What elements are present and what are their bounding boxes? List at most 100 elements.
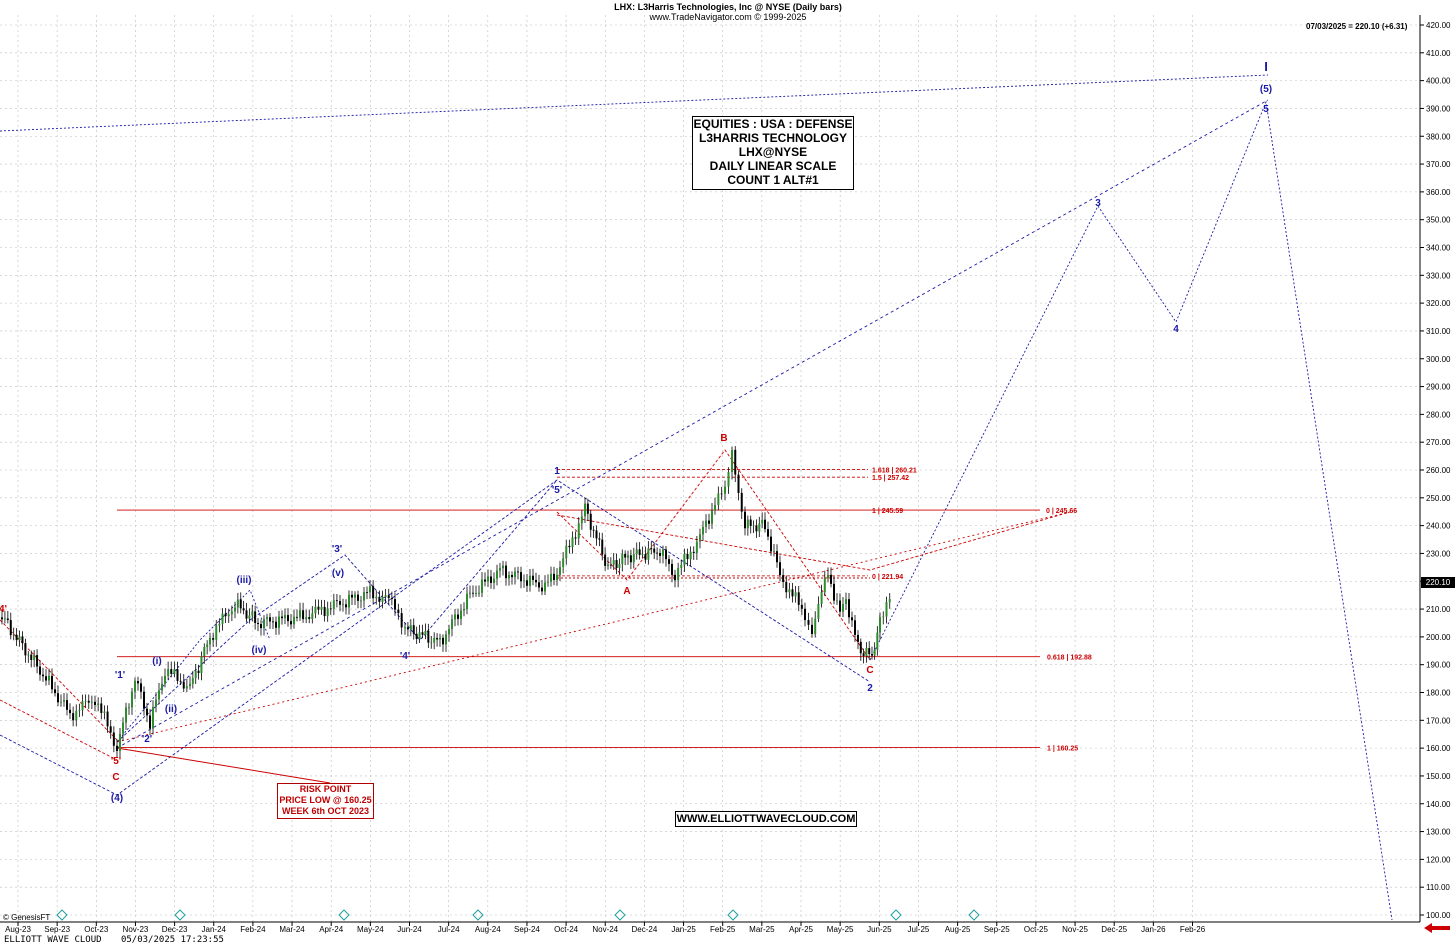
y-tick-label: 310.00	[1426, 327, 1451, 336]
price-bar-body	[797, 592, 800, 605]
price-bar-body	[360, 600, 362, 602]
price-bar-body	[577, 523, 580, 539]
risk-line: RISK POINT	[299, 784, 352, 794]
event-markers	[56, 909, 980, 921]
price-bar-body	[21, 636, 24, 644]
price-bar-body	[372, 586, 375, 599]
price-bar-body	[263, 618, 265, 629]
price-bar-body	[209, 637, 211, 645]
price-bar-body	[589, 513, 592, 530]
price-bar-body	[740, 492, 743, 512]
price-bar-body	[714, 504, 716, 511]
price-bar-body	[659, 553, 661, 556]
price-bar-body	[839, 600, 841, 612]
price-bar-body	[689, 551, 692, 560]
price-bar-body	[817, 603, 820, 619]
x-tick-label: Apr-24	[319, 925, 344, 934]
price-bar-body	[523, 580, 525, 582]
price-bar-body	[27, 654, 30, 656]
wave-label: C	[866, 665, 873, 676]
last-price-label: 07/03/2025 = 220.10 (+6.31)	[1306, 22, 1408, 31]
price-bar-body	[72, 713, 75, 721]
info-line: EQUITIES : USA : DEFENSE	[693, 117, 853, 131]
x-tick-label: Jul-25	[908, 925, 930, 934]
price-bar-body	[357, 594, 359, 601]
price-bar-body	[339, 601, 341, 605]
price-bar-body	[662, 549, 664, 556]
x-tick-label: Feb-24	[240, 925, 266, 934]
wave-label: (5)	[1260, 84, 1272, 95]
wave-label: A	[623, 586, 630, 597]
price-bar-body	[436, 638, 439, 640]
price-bar-body	[868, 648, 871, 655]
price-bar-body	[717, 493, 720, 505]
x-tick-label: Mar-25	[749, 925, 775, 934]
price-bar-body	[472, 592, 474, 594]
price-bar-body	[63, 700, 65, 702]
price-bar-body	[615, 560, 618, 568]
y-tick-label: 110.00	[1426, 883, 1450, 892]
price-bar-body	[3, 618, 6, 620]
x-tick-label: Jun-24	[397, 925, 422, 934]
price-bar-body	[119, 733, 121, 751]
price-bar-body	[871, 654, 873, 656]
price-bar-body	[859, 641, 862, 654]
price-bar-body	[541, 587, 543, 592]
y-tick-label: 290.00	[1426, 383, 1451, 392]
channel-line	[116, 99, 1269, 749]
website-label[interactable]: WWW.ELLIOTTWAVECLOUD.COM	[675, 811, 857, 827]
price-bar-body	[94, 701, 96, 705]
price-bar-body	[9, 620, 12, 636]
price-bar-body	[556, 574, 558, 580]
projection-path-line	[869, 100, 1393, 921]
fib-level-label: 1.5 | 257.42	[872, 475, 909, 482]
current-price-tag: 220.10	[1421, 577, 1455, 588]
price-bar-body	[665, 549, 667, 560]
price-bar-body	[48, 675, 50, 681]
price-bar-body	[876, 632, 879, 650]
wave-label: I	[1264, 59, 1268, 74]
price-bar-body	[571, 537, 574, 548]
price-bar-body	[140, 683, 142, 692]
x-tick-label: Dec-23	[162, 925, 188, 934]
y-tick-label: 150.00	[1426, 772, 1451, 781]
y-tick-label: 210.00	[1426, 605, 1451, 614]
y-tick-label: 200.00	[1426, 633, 1451, 642]
price-bar-body	[502, 565, 504, 569]
price-bar-body	[351, 594, 353, 598]
price-bar-body	[612, 560, 615, 565]
price-bar-body	[251, 611, 254, 616]
y-tick-label: 420.00	[1426, 21, 1451, 30]
price-bar-body	[100, 703, 103, 713]
y-tick-label: 240.00	[1426, 522, 1451, 531]
price-bar-body	[106, 711, 109, 727]
price-bar-body	[529, 575, 531, 586]
price-bar-body	[478, 592, 480, 594]
price-bar-body	[18, 636, 21, 641]
event-diamond-icon	[890, 909, 902, 921]
y-axis: 100.00 110.00 120.00 130.00 140.00 150.00 160.…	[1419, 15, 1451, 922]
wave-outline	[0, 479, 871, 796]
price-bar-body	[218, 623, 221, 626]
price-bar-body	[674, 574, 676, 581]
price-bar-body	[776, 551, 778, 563]
abc-correction-line	[556, 449, 871, 661]
x-tick-label: Jan-25	[671, 925, 696, 934]
y-tick-label: 280.00	[1426, 410, 1451, 419]
price-bar-body	[245, 610, 248, 619]
price-bar-body	[445, 634, 447, 645]
event-diamond-icon	[174, 909, 186, 921]
event-diamond-icon	[614, 909, 626, 921]
price-bar-body	[131, 691, 133, 708]
price-bar-body	[170, 669, 173, 674]
price-bar-body	[197, 670, 200, 674]
price-bar-body	[823, 578, 826, 593]
price-bar-body	[212, 637, 215, 640]
event-diamond-icon	[727, 909, 739, 921]
wave-label: '1'	[115, 670, 125, 681]
y-tick-label: 230.00	[1426, 549, 1451, 558]
price-bar-body	[811, 624, 813, 634]
price-bar-body	[885, 602, 888, 617]
price-bar-body	[329, 608, 332, 610]
price-bar-body	[60, 701, 62, 703]
